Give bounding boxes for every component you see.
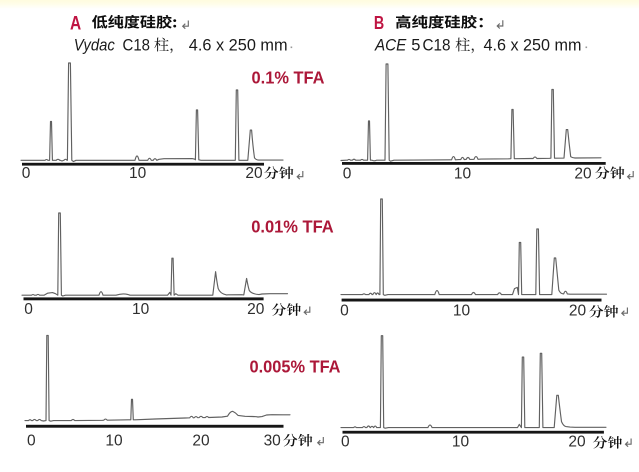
svg-text:20: 20 [574,165,592,182]
svg-text:0.01% TFA: 0.01% TFA [251,217,334,237]
svg-text:10: 10 [132,301,150,318]
svg-text:C18: C18 [123,36,151,54]
svg-text:10: 10 [105,432,123,449]
svg-text:10: 10 [129,165,147,182]
svg-text:C18: C18 [423,36,451,54]
svg-text:10: 10 [452,434,470,451]
svg-text:Vydac: Vydac [74,36,116,54]
svg-text:0.005% TFA: 0.005% TFA [250,357,341,377]
svg-text:20: 20 [192,432,210,449]
svg-text:0: 0 [340,303,349,320]
svg-text:5: 5 [411,36,420,54]
svg-text:ACE: ACE [374,36,407,54]
svg-text:4.6 x 250 mm: 4.6 x 250 mm [189,36,288,54]
svg-text:0: 0 [341,434,350,451]
svg-text:B: B [374,13,384,33]
svg-text:20: 20 [568,434,586,451]
svg-text:0.1% TFA: 0.1% TFA [252,68,325,88]
svg-text:0: 0 [24,301,33,318]
svg-text:0: 0 [27,432,36,449]
svg-text:0: 0 [343,165,352,182]
svg-text:20: 20 [247,301,265,318]
svg-text:10: 10 [453,303,471,320]
svg-text:4.6 x 250 mm: 4.6 x 250 mm [484,36,582,54]
svg-text:A: A [70,14,81,35]
svg-text:0: 0 [22,165,31,182]
svg-text:20: 20 [569,303,587,320]
svg-text:30: 30 [264,432,282,449]
svg-text:10: 10 [454,165,472,182]
svg-text:20: 20 [245,165,263,182]
